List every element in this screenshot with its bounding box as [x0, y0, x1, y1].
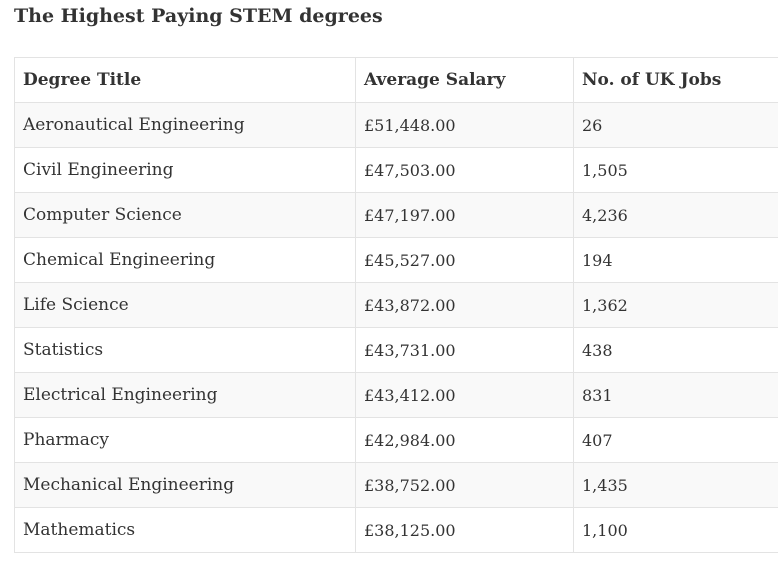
jobs-cell: 831 — [573, 372, 778, 418]
jobs-cell: 438 — [573, 327, 778, 373]
degree-cell: Computer Science — [14, 192, 356, 238]
salary-cell: £43,412.00 — [355, 372, 574, 418]
table-row: Electrical Engineering £43,412.00 831 — [14, 372, 778, 418]
jobs-cell: 194 — [573, 237, 778, 283]
header-average-salary: Average Salary — [355, 57, 574, 103]
salary-cell: £43,872.00 — [355, 282, 574, 328]
degree-cell: Civil Engineering — [14, 147, 356, 193]
table-row: Civil Engineering £47,503.00 1,505 — [14, 147, 778, 193]
table-row: Chemical Engineering £45,527.00 194 — [14, 237, 778, 283]
table-row: Statistics £43,731.00 438 — [14, 327, 778, 373]
table-header-row: Degree Title Average Salary No. of UK Jo… — [14, 57, 778, 103]
degree-cell: Pharmacy — [14, 417, 356, 463]
salary-cell: £38,752.00 — [355, 462, 574, 508]
table-row: Computer Science £47,197.00 4,236 — [14, 192, 778, 238]
degree-cell: Mathematics — [14, 507, 356, 553]
page-title: The Highest Paying STEM degrees — [14, 5, 383, 27]
salary-cell: £51,448.00 — [355, 102, 574, 148]
salary-cell: £47,503.00 — [355, 147, 574, 193]
jobs-cell: 4,236 — [573, 192, 778, 238]
table-row: Mechanical Engineering £38,752.00 1,435 — [14, 462, 778, 508]
header-uk-jobs: No. of UK Jobs — [573, 57, 778, 103]
salary-cell: £38,125.00 — [355, 507, 574, 553]
header-degree-title: Degree Title — [14, 57, 356, 103]
jobs-cell: 407 — [573, 417, 778, 463]
degree-cell: Electrical Engineering — [14, 372, 356, 418]
degree-cell: Life Science — [14, 282, 356, 328]
degree-cell: Chemical Engineering — [14, 237, 356, 283]
table-row: Pharmacy £42,984.00 407 — [14, 417, 778, 463]
degree-cell: Statistics — [14, 327, 356, 373]
salary-cell: £42,984.00 — [355, 417, 574, 463]
jobs-cell: 26 — [573, 102, 778, 148]
table-row: Life Science £43,872.00 1,362 — [14, 282, 778, 328]
jobs-cell: 1,100 — [573, 507, 778, 553]
jobs-cell: 1,362 — [573, 282, 778, 328]
salary-cell: £45,527.00 — [355, 237, 574, 283]
jobs-cell: 1,435 — [573, 462, 778, 508]
jobs-cell: 1,505 — [573, 147, 778, 193]
salary-cell: £43,731.00 — [355, 327, 574, 373]
salary-cell: £47,197.00 — [355, 192, 574, 238]
stem-salary-table: Degree Title Average Salary No. of UK Jo… — [14, 57, 778, 553]
table-row: Aeronautical Engineering £51,448.00 26 — [14, 102, 778, 148]
degree-cell: Aeronautical Engineering — [14, 102, 356, 148]
table-row: Mathematics £38,125.00 1,100 — [14, 507, 778, 553]
degree-cell: Mechanical Engineering — [14, 462, 356, 508]
